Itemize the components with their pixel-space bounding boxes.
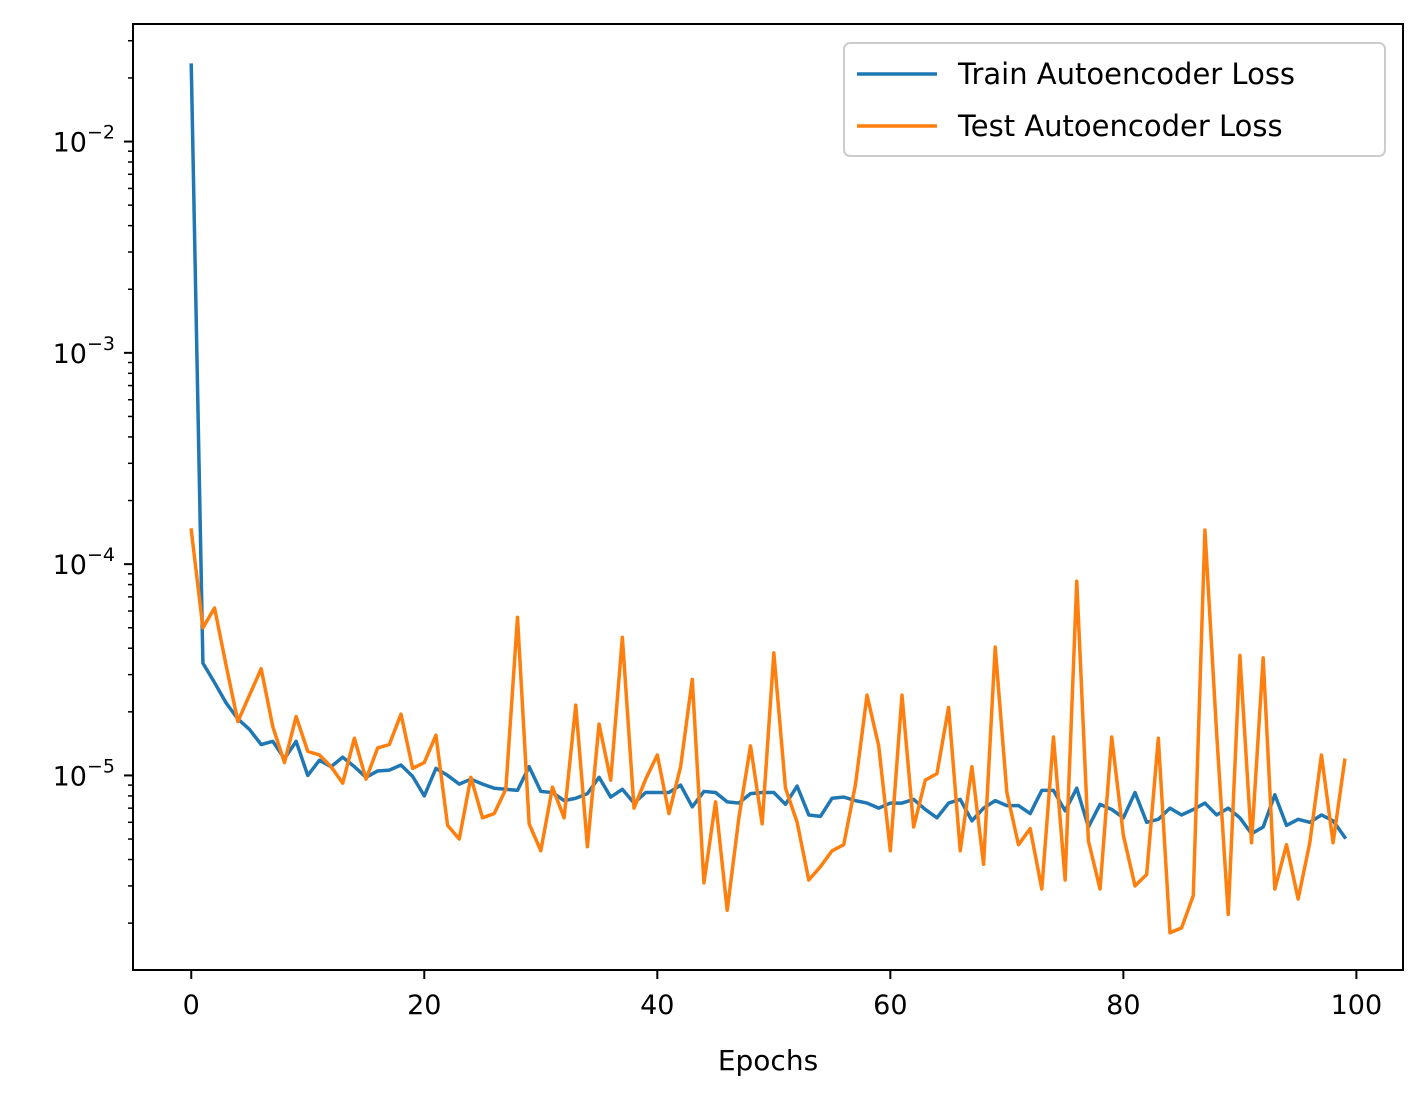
y-axis-ticks: 10−5 10−4 10−3 10−2	[53, 122, 133, 792]
legend-label: Test Autoencoder Loss	[957, 109, 1283, 143]
legend-box	[843, 42, 1386, 157]
legend: Train Autoencoder Loss Test Autoencoder L…	[843, 42, 1386, 157]
x-tick-label: 100	[1331, 990, 1383, 1021]
legend-label: Train Autoencoder Loss	[957, 57, 1295, 91]
y-tick-label: 10−3	[53, 333, 115, 370]
x-tick-label: 40	[640, 990, 674, 1021]
x-axis-label: Epochs	[718, 1044, 818, 1077]
plot-frame	[132, 23, 1404, 971]
x-tick-label: 60	[873, 990, 907, 1021]
series-layer	[189, 63, 1348, 935]
y-tick-label: 10−4	[53, 544, 115, 581]
x-tick-label: 0	[183, 990, 200, 1021]
plot-area	[133, 24, 1403, 970]
x-tick-label: 20	[407, 990, 441, 1021]
x-axis-ticks: 0 20 40 60 80 100	[183, 970, 1383, 1021]
series-line-test	[189, 528, 1347, 935]
y-tick-label: 10−2	[53, 122, 115, 159]
y-tick-label: 10−5	[53, 755, 115, 792]
x-tick-label: 80	[1106, 990, 1140, 1021]
